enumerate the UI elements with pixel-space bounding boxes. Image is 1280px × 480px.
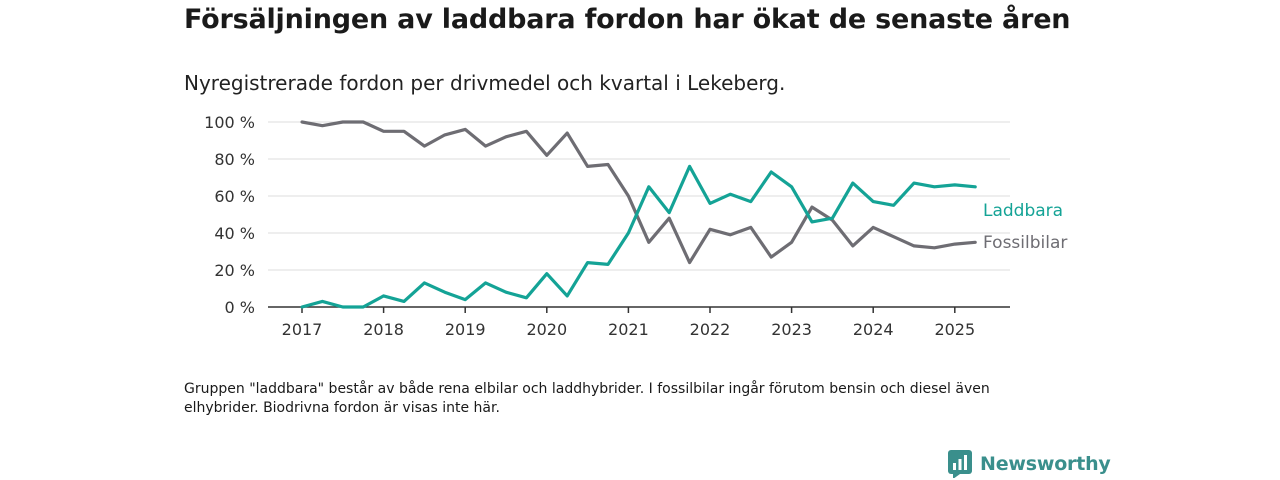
x-tick-label: 2023 [771, 320, 812, 339]
y-tick-label: 60 % [214, 187, 255, 206]
series-line-laddbara [300, 164, 977, 309]
line-chart: 0 % 20 % 40 % 60 % 80 % 100 % 2017 2018 2019 202… [204, 113, 1067, 339]
x-tick-label: 2022 [690, 320, 731, 339]
series-label-fossilbilar: Fossilbilar [983, 233, 1067, 253]
x-tick-label: 2020 [526, 320, 567, 339]
grid-lines [268, 121, 1010, 271]
y-tick-label: 40 % [214, 224, 255, 243]
y-tick-label: 100 % [204, 113, 255, 132]
x-tick-label: 2025 [934, 320, 975, 339]
newsworthy-logo-icon [948, 450, 972, 478]
y-tick-label: 0 % [225, 298, 255, 317]
y-tick-label: 80 % [214, 150, 255, 169]
y-axis: 0 % 20 % 40 % 60 % 80 % 100 % [204, 113, 255, 317]
brand-name: Newsworthy [980, 453, 1111, 475]
chart-title: Försäljningen av laddbara fordon har öka… [184, 4, 1071, 35]
x-tick-label: 2018 [363, 320, 404, 339]
x-axis: 2017 2018 2019 2020 2021 2022 2023 2024 2025 [268, 306, 1010, 339]
series-line-fossilbilar [300, 120, 977, 265]
y-tick-label: 20 % [214, 261, 255, 280]
chart-subtitle: Nyregistrerade fordon per drivmedel och … [184, 71, 786, 95]
x-tick-label: 2021 [608, 320, 649, 339]
brand-logo[interactable]: Newsworthy [948, 450, 1111, 478]
series-label-laddbara: Laddbara [983, 201, 1063, 221]
footnote: Gruppen "laddbara" består av både rena e… [184, 381, 990, 416]
series-labels: Laddbara Fossilbilar [983, 201, 1067, 253]
x-tick-label: 2017 [282, 320, 323, 339]
x-tick-label: 2019 [445, 320, 486, 339]
x-tick-label: 2024 [853, 320, 894, 339]
series-lines [300, 120, 977, 309]
